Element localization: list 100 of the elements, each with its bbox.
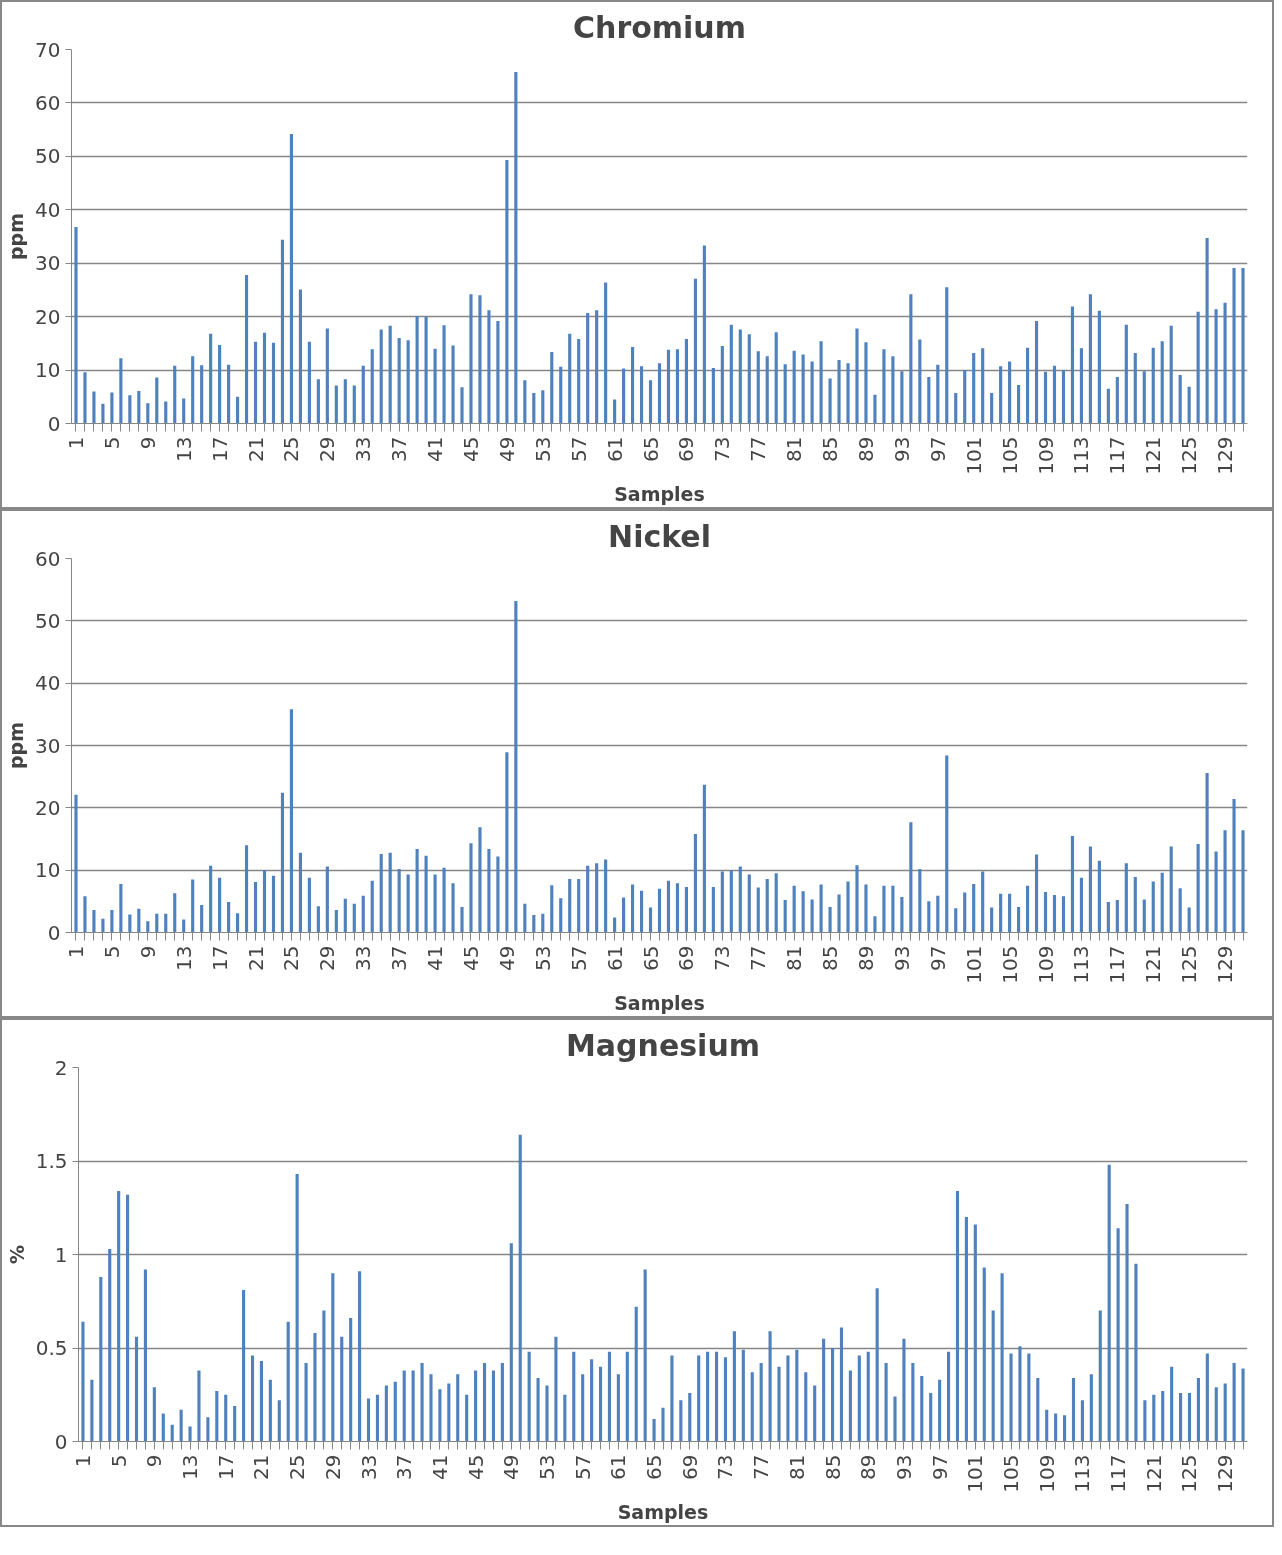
x-tick-label: 29 bbox=[315, 945, 340, 971]
bar bbox=[819, 884, 823, 933]
y-tick-label: 40 bbox=[35, 671, 61, 696]
bar bbox=[304, 1362, 308, 1442]
bar bbox=[92, 910, 96, 933]
bar bbox=[774, 332, 778, 424]
bar bbox=[460, 906, 464, 933]
bar bbox=[514, 600, 518, 933]
bar bbox=[581, 1374, 585, 1442]
bar bbox=[1115, 377, 1119, 424]
bar bbox=[828, 378, 832, 424]
chart-title: Nickel bbox=[608, 518, 711, 554]
bar bbox=[720, 871, 724, 933]
bar bbox=[126, 1194, 130, 1442]
bar bbox=[909, 822, 913, 933]
bar bbox=[358, 1271, 362, 1442]
bar bbox=[938, 1379, 942, 1442]
bar bbox=[697, 1355, 701, 1442]
bar bbox=[1124, 863, 1128, 933]
bar bbox=[568, 333, 572, 424]
bar bbox=[657, 363, 662, 424]
bar bbox=[1043, 371, 1048, 424]
bar bbox=[298, 289, 302, 424]
bar bbox=[366, 1398, 371, 1442]
x-tick-label: 33 bbox=[351, 436, 376, 462]
bar bbox=[119, 358, 123, 424]
y-tick-label: 30 bbox=[35, 251, 61, 276]
bar bbox=[1025, 347, 1030, 424]
bar bbox=[271, 875, 276, 933]
bar bbox=[639, 890, 644, 933]
bar bbox=[1232, 799, 1236, 933]
bar bbox=[271, 342, 276, 424]
bar bbox=[173, 365, 177, 424]
x-tick-label: 69 bbox=[674, 945, 699, 971]
bar bbox=[1205, 772, 1209, 933]
bar bbox=[604, 282, 608, 424]
bar bbox=[634, 1306, 638, 1442]
bar bbox=[1061, 370, 1066, 424]
bar bbox=[406, 874, 410, 933]
bar bbox=[307, 341, 311, 424]
bar bbox=[747, 874, 751, 933]
x-tick-label: 57 bbox=[566, 945, 591, 971]
bar bbox=[415, 316, 419, 424]
bar bbox=[945, 287, 949, 424]
x-tick-label: 93 bbox=[889, 436, 914, 462]
bar bbox=[379, 329, 383, 424]
bar bbox=[361, 365, 365, 424]
bar bbox=[723, 1357, 728, 1442]
bar bbox=[839, 1327, 844, 1442]
bar bbox=[1232, 268, 1236, 424]
bar bbox=[1000, 1273, 1004, 1442]
bar bbox=[768, 1331, 772, 1442]
bar bbox=[1178, 888, 1182, 933]
bar bbox=[1017, 385, 1021, 424]
bar bbox=[1232, 1362, 1236, 1442]
bar bbox=[756, 351, 760, 424]
bar bbox=[837, 894, 841, 933]
x-tick-label: 109 bbox=[1033, 436, 1058, 475]
bar bbox=[920, 1376, 924, 1442]
bar bbox=[622, 368, 626, 424]
bar bbox=[792, 350, 796, 424]
bar bbox=[732, 1331, 736, 1442]
x-tick-label: 61 bbox=[602, 945, 627, 971]
chart-title: Magnesium bbox=[565, 1027, 761, 1063]
bar bbox=[545, 1385, 549, 1442]
bar bbox=[496, 320, 500, 424]
x-tick-label: 73 bbox=[713, 1454, 738, 1480]
x-tick-label: 97 bbox=[925, 945, 950, 971]
bar bbox=[253, 882, 258, 933]
bar bbox=[846, 363, 850, 424]
bar bbox=[218, 877, 222, 933]
bar bbox=[559, 366, 563, 424]
bar bbox=[250, 1355, 255, 1442]
x-tick-label: 1 bbox=[63, 436, 88, 450]
bar bbox=[146, 921, 150, 933]
x-tick-label: 93 bbox=[891, 1454, 916, 1480]
bar bbox=[173, 893, 177, 933]
y-tick-label: 40 bbox=[35, 197, 61, 222]
bar bbox=[465, 1394, 469, 1442]
bar bbox=[1170, 1366, 1174, 1442]
bar bbox=[929, 1392, 933, 1442]
bar bbox=[334, 910, 338, 933]
bar bbox=[702, 245, 706, 424]
x-tick-label: 1 bbox=[70, 1454, 95, 1468]
bar bbox=[786, 1355, 790, 1442]
bar bbox=[1169, 325, 1173, 424]
bar bbox=[433, 874, 437, 933]
x-tick-label: 73 bbox=[710, 436, 735, 462]
bar bbox=[990, 393, 994, 424]
bar bbox=[370, 349, 374, 424]
y-tick-label: 60 bbox=[35, 90, 61, 115]
y-axis-title: % bbox=[5, 1244, 28, 1265]
bar bbox=[819, 341, 823, 424]
bar bbox=[438, 1389, 442, 1442]
x-tick-label: 53 bbox=[530, 945, 555, 971]
bar bbox=[1054, 1413, 1058, 1442]
bar bbox=[155, 377, 159, 424]
bar bbox=[424, 855, 428, 933]
bar bbox=[918, 868, 922, 933]
x-axis-title: Samples bbox=[614, 991, 705, 1014]
